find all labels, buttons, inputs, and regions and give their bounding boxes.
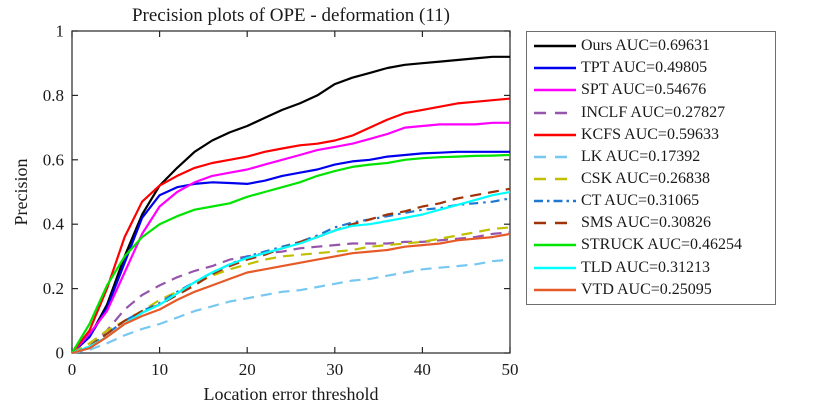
legend-label: TPT AUC=0.49805 (581, 59, 708, 77)
series-line-struck (71, 153, 511, 354)
series-line-spt (71, 121, 510, 354)
legend-label: LK AUC=0.17392 (581, 147, 701, 165)
series-line-tpt (71, 150, 510, 354)
x-tick-label: 0 (68, 360, 77, 379)
series-line-sms (71, 187, 511, 355)
legend: Ours AUC=0.69631 TPT AUC=0.49805 SPT AUC=0… (526, 31, 776, 305)
x-tick-label: 50 (502, 360, 519, 379)
y-tick-label: 1 (56, 22, 65, 41)
y-axis-label: Precision (11, 158, 31, 226)
legend-item-lk: LK AUC=0.17392 (533, 147, 773, 165)
chart-title: Precision plots of OPE - deformation (11… (131, 5, 451, 26)
series-line-lk (71, 258, 511, 355)
legend-item-struck: STRUCK AUC=0.46254 (533, 237, 773, 253)
x-axis-label: Location error threshold (203, 384, 379, 404)
legend-swatch-dashed (534, 155, 576, 159)
legend-swatch-solid (534, 266, 576, 269)
y-tick-label: 0.6 (43, 150, 64, 169)
legend-item-inclf: INCLF AUC=0.27827 (533, 103, 773, 121)
series-line-csk (71, 226, 511, 354)
legend-swatch-dashed (534, 177, 576, 181)
x-tick-label: 30 (326, 360, 343, 379)
legend-label: SPT AUC=0.54676 (581, 81, 707, 99)
legend-swatch-dashed (534, 111, 576, 114)
legend-item-vtd: VTD AUC=0.25095 (533, 280, 773, 298)
legend-item-spt: SPT AUC=0.54676 (533, 82, 773, 98)
legend-label: SMS AUC=0.30826 (581, 214, 711, 232)
legend-item-sms: SMS AUC=0.30826 (533, 215, 773, 231)
legend-label: STRUCK AUC=0.46254 (581, 236, 743, 254)
legend-swatch-dashdot (534, 199, 576, 203)
legend-label: CT AUC=0.31065 (581, 192, 700, 210)
legend-label: CSK AUC=0.26838 (581, 170, 711, 188)
legend-swatch-dashed (534, 222, 576, 225)
x-tick-label: 10 (151, 360, 168, 379)
legend-item-kcfs: KCFS AUC=0.59633 (533, 125, 773, 143)
legend-swatch-solid (534, 89, 576, 92)
legend-item-csk: CSK AUC=0.26838 (533, 171, 773, 187)
y-tick-label: 0.2 (43, 279, 64, 298)
legend-label: INCLF AUC=0.27827 (581, 103, 726, 121)
legend-label: TLD AUC=0.31213 (581, 258, 711, 276)
y-tick-label: 0.8 (43, 86, 64, 105)
legend-item-tpt: TPT AUC=0.49805 (533, 60, 773, 76)
series-line-kcfs (71, 97, 511, 354)
series-line-vtd (71, 232, 511, 355)
legend-swatch-solid (534, 67, 576, 70)
legend-label: VTD AUC=0.25095 (581, 280, 712, 298)
x-tick-label: 40 (414, 360, 431, 379)
legend-swatch-solid (534, 244, 576, 247)
legend-swatch-solid (534, 288, 576, 291)
y-tick-label: 0.4 (43, 215, 65, 234)
series-line-inclf (71, 231, 511, 355)
legend-swatch-solid (534, 44, 576, 48)
legend-label: KCFS AUC=0.59633 (581, 125, 719, 143)
series-line-ct (71, 197, 511, 355)
legend-item-ct: CT AUC=0.31065 (533, 193, 773, 209)
y-tick-label: 0 (56, 344, 65, 363)
legend-label: Ours AUC=0.69631 (581, 37, 711, 55)
x-tick-label: 20 (239, 360, 256, 379)
legend-swatch-solid (534, 133, 576, 136)
series-line-tld (71, 190, 511, 355)
axes-box (71, 30, 511, 354)
series-line-ours (71, 55, 510, 354)
legend-item-ours: Ours AUC=0.69631 (533, 38, 773, 54)
legend-item-tld: TLD AUC=0.31213 (533, 258, 773, 276)
